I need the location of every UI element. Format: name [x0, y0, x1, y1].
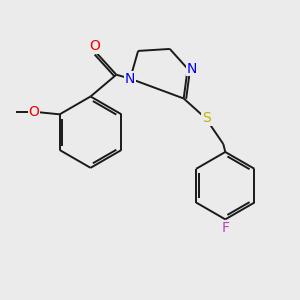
Text: S: S — [202, 111, 211, 125]
Text: F: F — [221, 221, 229, 235]
Text: O: O — [28, 105, 39, 119]
Text: O: O — [89, 39, 100, 53]
Text: N: N — [186, 62, 197, 76]
Text: N: N — [125, 72, 135, 86]
